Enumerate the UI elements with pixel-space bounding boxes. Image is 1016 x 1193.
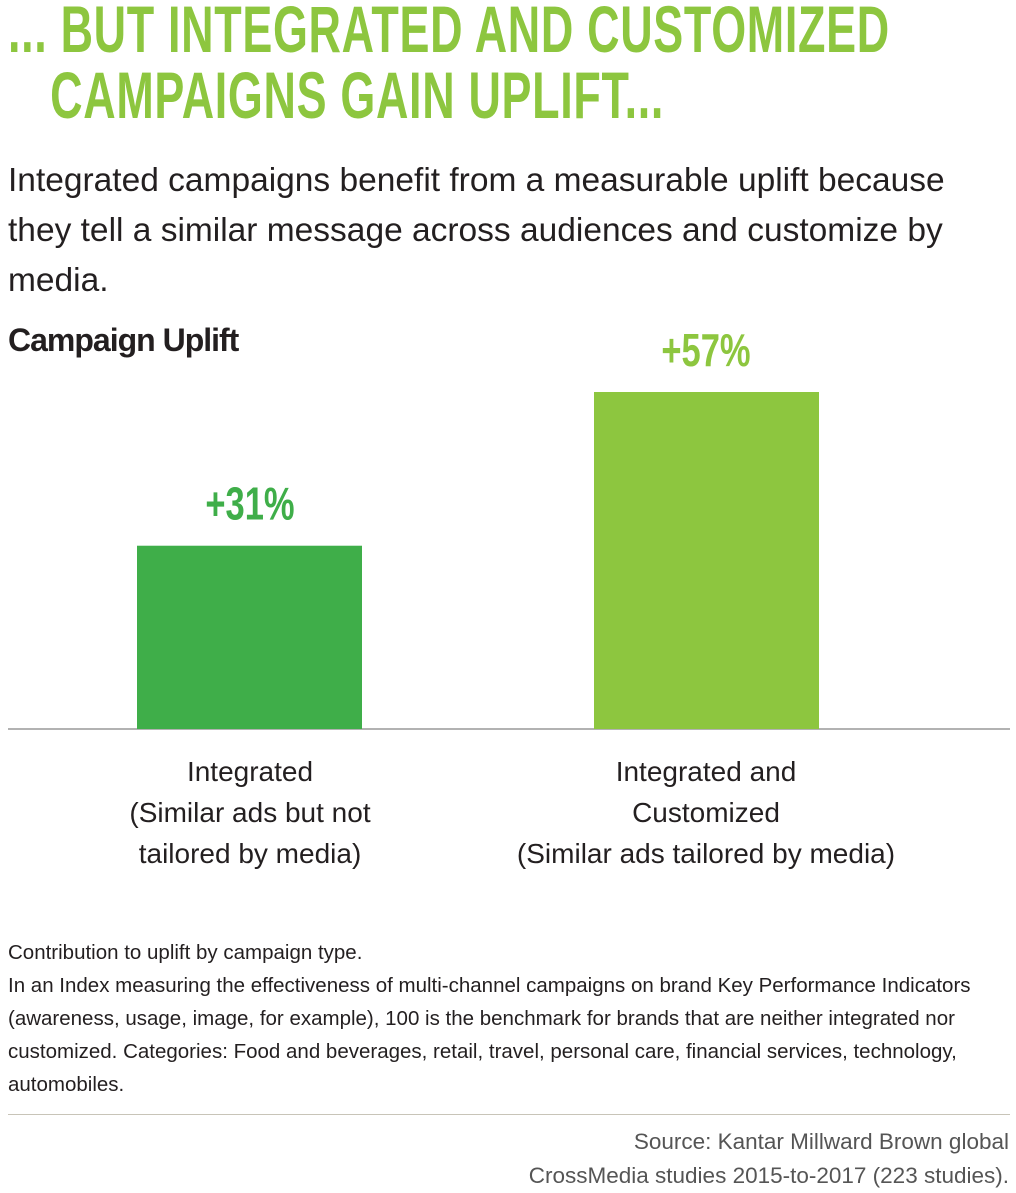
category-label-line: Integrated and — [615, 756, 797, 787]
source-line-1: Source: Kantar Millward Brown global — [633, 1129, 1009, 1154]
footnote: Contribution to uplift by campaign type.… — [8, 936, 1008, 1101]
source-line-2: CrossMedia studies 2015-to-2017 (223 stu… — [528, 1163, 1009, 1188]
source-note: Source: Kantar Millward Brown global Cro… — [529, 1125, 1009, 1193]
title-line-1: ... BUT INTEGRATED AND CUSTOMIZED — [8, 0, 890, 66]
title-line-2: CAMPAIGNS GAIN UPLIFT... — [50, 58, 665, 132]
category-label-line: tailored by media) — [138, 838, 362, 869]
bar-1 — [137, 545, 362, 729]
category-label-2: Integrated and Customized (Similar ads tai… — [456, 751, 956, 874]
page-title: ... BUT INTEGRATED AND CUSTOMIZED CAMPAI… — [8, 0, 890, 128]
category-label-line: Integrated — [186, 756, 314, 787]
subtitle: Integrated campaigns benefit from a meas… — [8, 162, 945, 299]
category-label-line: (Similar ads but not — [129, 797, 371, 828]
footnote-line-1: Contribution to uplift by campaign type. — [8, 941, 363, 964]
data-label-1: +31% — [205, 478, 294, 530]
chart-title: Campaign Uplift — [8, 322, 239, 358]
bar-2 — [594, 392, 819, 729]
data-label-2: +57% — [661, 324, 750, 376]
category-label-line: (Similar ads tailored by media) — [516, 838, 896, 869]
bar-chart: +31% +57% — [8, 324, 1010, 730]
divider — [8, 1114, 1010, 1115]
footnote-body: In an Index measuring the effectiveness … — [8, 974, 971, 1096]
category-label-1: Integrated (Similar ads but not tailored b… — [0, 751, 500, 874]
category-label-line: Customized — [632, 797, 780, 828]
